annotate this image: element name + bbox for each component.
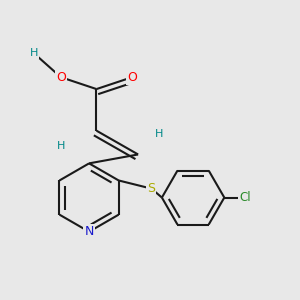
Text: Cl: Cl [239,191,251,204]
Text: H: H [57,140,65,151]
Text: N: N [84,225,94,238]
Text: S: S [148,182,155,195]
Text: O: O [56,71,66,84]
Text: O: O [127,71,137,84]
Text: H: H [30,48,38,59]
Text: H: H [155,129,163,139]
